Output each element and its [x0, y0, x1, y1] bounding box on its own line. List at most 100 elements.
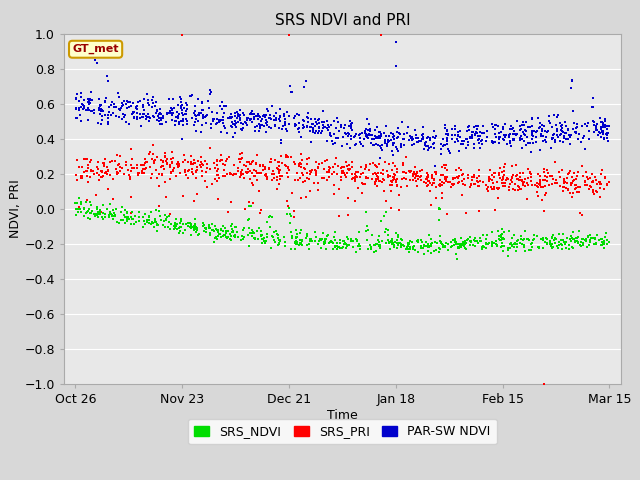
- SRS_PRI: [440, 175, 451, 183]
- PAR-SW NDVI: [509, 127, 519, 135]
- SRS_PRI: [276, 159, 287, 167]
- SRS_NDVI: [554, 230, 564, 238]
- PAR-SW NDVI: [260, 117, 271, 124]
- SRS_PRI: [557, 167, 567, 174]
- PAR-SW NDVI: [168, 96, 178, 103]
- SRS_NDVI: [186, 220, 196, 228]
- SRS_NDVI: [248, 229, 259, 237]
- SRS_PRI: [104, 158, 115, 166]
- SRS_PRI: [526, 173, 536, 180]
- SRS_PRI: [120, 158, 131, 166]
- PAR-SW NDVI: [481, 138, 491, 145]
- PAR-SW NDVI: [488, 139, 498, 147]
- SRS_PRI: [305, 187, 315, 195]
- PAR-SW NDVI: [178, 117, 188, 125]
- SRS_PRI: [490, 206, 500, 214]
- PAR-SW NDVI: [190, 102, 200, 110]
- SRS_NDVI: [348, 243, 358, 251]
- SRS_NDVI: [303, 240, 314, 248]
- SRS_PRI: [539, 176, 549, 184]
- PAR-SW NDVI: [413, 138, 424, 146]
- SRS_NDVI: [545, 238, 555, 246]
- PAR-SW NDVI: [128, 99, 138, 107]
- PAR-SW NDVI: [193, 111, 204, 119]
- PAR-SW NDVI: [141, 112, 152, 120]
- SRS_NDVI: [383, 239, 394, 246]
- SRS_NDVI: [557, 236, 568, 243]
- PAR-SW NDVI: [588, 95, 598, 102]
- SRS_NDVI: [339, 237, 349, 245]
- PAR-SW NDVI: [350, 132, 360, 140]
- SRS_PRI: [225, 169, 235, 177]
- SRS_NDVI: [275, 237, 285, 244]
- PAR-SW NDVI: [284, 112, 294, 120]
- PAR-SW NDVI: [559, 134, 569, 142]
- SRS_PRI: [351, 168, 362, 176]
- SRS_NDVI: [465, 233, 475, 241]
- SRS_NDVI: [184, 222, 194, 229]
- SRS_PRI: [408, 172, 418, 180]
- PAR-SW NDVI: [286, 88, 296, 96]
- SRS_NDVI: [456, 243, 466, 251]
- SRS_NDVI: [536, 235, 546, 243]
- SRS_PRI: [510, 180, 520, 188]
- SRS_PRI: [442, 166, 452, 174]
- SRS_NDVI: [383, 239, 394, 247]
- SRS_PRI: [134, 169, 145, 177]
- SRS_PRI: [145, 163, 155, 171]
- SRS_PRI: [547, 172, 557, 180]
- SRS_PRI: [103, 167, 113, 174]
- SRS_PRI: [157, 158, 168, 166]
- SRS_PRI: [560, 179, 570, 186]
- SRS_NDVI: [419, 242, 429, 250]
- PAR-SW NDVI: [417, 130, 428, 138]
- PAR-SW NDVI: [336, 123, 346, 131]
- SRS_PRI: [386, 187, 396, 195]
- SRS_NDVI: [285, 212, 296, 220]
- SRS_NDVI: [122, 217, 132, 225]
- SRS_NDVI: [374, 244, 385, 252]
- SRS_PRI: [493, 194, 503, 202]
- SRS_NDVI: [273, 235, 283, 242]
- PAR-SW NDVI: [544, 112, 554, 120]
- SRS_NDVI: [365, 241, 375, 249]
- SRS_PRI: [386, 204, 396, 212]
- PAR-SW NDVI: [600, 118, 610, 125]
- PAR-SW NDVI: [97, 116, 107, 124]
- PAR-SW NDVI: [384, 132, 394, 140]
- PAR-SW NDVI: [450, 138, 460, 145]
- PAR-SW NDVI: [474, 122, 484, 130]
- SRS_NDVI: [548, 243, 558, 251]
- PAR-SW NDVI: [83, 104, 93, 111]
- SRS_NDVI: [600, 234, 610, 241]
- SRS_PRI: [195, 163, 205, 171]
- PAR-SW NDVI: [347, 126, 357, 133]
- SRS_PRI: [558, 183, 568, 191]
- SRS_NDVI: [527, 240, 537, 247]
- SRS_PRI: [367, 175, 378, 182]
- SRS_NDVI: [290, 240, 300, 247]
- PAR-SW NDVI: [177, 106, 187, 113]
- PAR-SW NDVI: [387, 130, 397, 138]
- PAR-SW NDVI: [147, 104, 157, 111]
- SRS_PRI: [226, 170, 236, 178]
- SRS_PRI: [404, 167, 414, 175]
- SRS_NDVI: [292, 233, 302, 240]
- SRS_NDVI: [450, 236, 460, 243]
- SRS_PRI: [249, 166, 259, 174]
- SRS_PRI: [477, 179, 488, 186]
- PAR-SW NDVI: [280, 120, 291, 128]
- PAR-SW NDVI: [180, 107, 191, 115]
- SRS_PRI: [413, 176, 423, 183]
- PAR-SW NDVI: [587, 103, 597, 111]
- SRS_NDVI: [216, 233, 227, 241]
- PAR-SW NDVI: [138, 110, 148, 118]
- PAR-SW NDVI: [234, 107, 244, 114]
- PAR-SW NDVI: [349, 133, 359, 141]
- SRS_PRI: [156, 156, 166, 164]
- SRS_PRI: [281, 153, 291, 160]
- SRS_NDVI: [581, 237, 591, 244]
- SRS_PRI: [523, 165, 533, 173]
- SRS_NDVI: [586, 234, 596, 242]
- PAR-SW NDVI: [76, 117, 86, 125]
